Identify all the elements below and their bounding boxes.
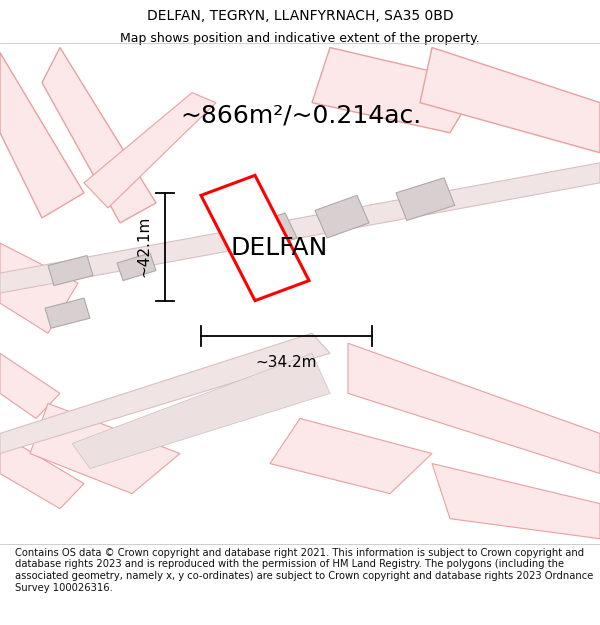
Text: ~866m²/~0.214ac.: ~866m²/~0.214ac. xyxy=(180,103,421,127)
Polygon shape xyxy=(30,403,180,494)
Polygon shape xyxy=(0,52,84,218)
Polygon shape xyxy=(84,92,216,208)
Polygon shape xyxy=(312,48,480,132)
Text: Contains OS data © Crown copyright and database right 2021. This information is : Contains OS data © Crown copyright and d… xyxy=(15,548,593,592)
Polygon shape xyxy=(396,178,455,221)
Polygon shape xyxy=(348,343,600,474)
Text: DELFAN, TEGRYN, LLANFYRNACH, SA35 0BD: DELFAN, TEGRYN, LLANFYRNACH, SA35 0BD xyxy=(146,9,454,22)
Polygon shape xyxy=(42,48,156,223)
Polygon shape xyxy=(201,176,309,301)
Text: DELFAN: DELFAN xyxy=(230,236,328,260)
Text: Map shows position and indicative extent of the property.: Map shows position and indicative extent… xyxy=(120,32,480,45)
Polygon shape xyxy=(420,48,600,152)
Polygon shape xyxy=(0,434,84,509)
Polygon shape xyxy=(0,333,330,454)
Polygon shape xyxy=(72,353,330,469)
Polygon shape xyxy=(48,256,93,286)
Polygon shape xyxy=(117,253,156,281)
Polygon shape xyxy=(45,298,90,328)
Text: ~42.1m: ~42.1m xyxy=(137,216,152,278)
Polygon shape xyxy=(432,464,600,539)
Polygon shape xyxy=(249,213,297,251)
Polygon shape xyxy=(270,419,432,494)
Polygon shape xyxy=(0,353,60,419)
Polygon shape xyxy=(315,196,369,238)
Text: ~34.2m: ~34.2m xyxy=(256,355,317,370)
Polygon shape xyxy=(0,162,600,293)
Polygon shape xyxy=(0,243,78,333)
